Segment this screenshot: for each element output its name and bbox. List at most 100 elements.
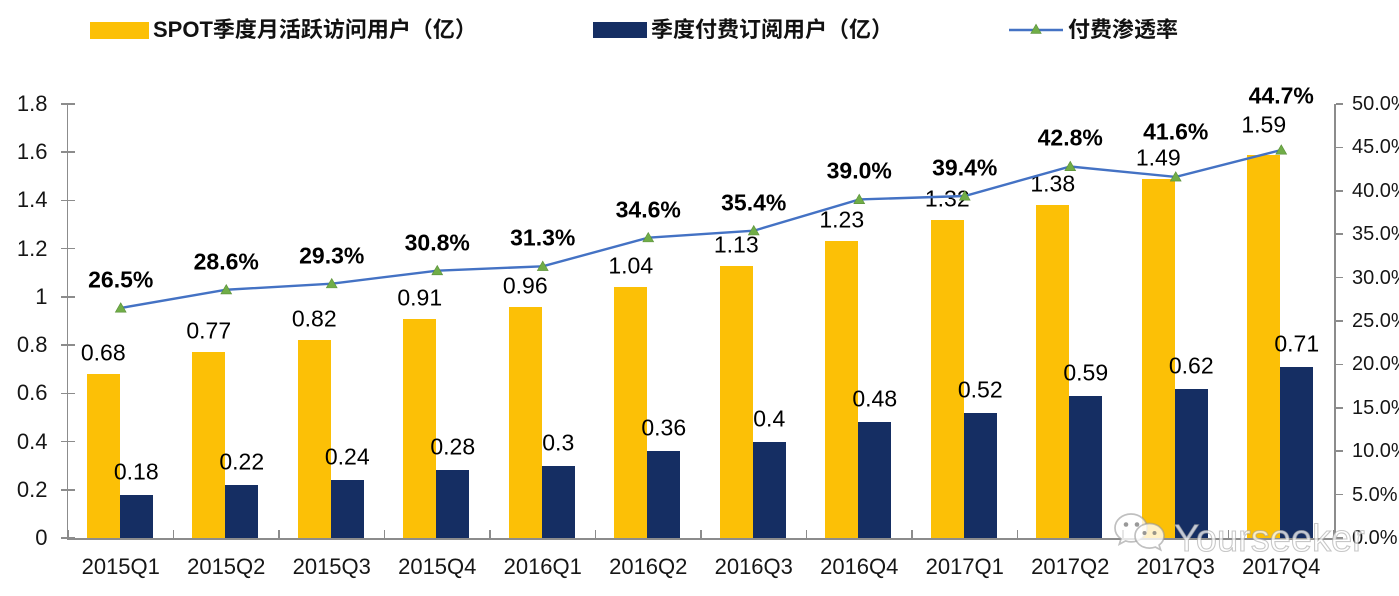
bar-label-subscribers: 0.71 [1274, 330, 1320, 357]
y-axis-right [1334, 104, 1336, 540]
penetration-label: 35.4% [721, 189, 787, 216]
y-axis-left-tick [61, 489, 75, 491]
bar-label-mau: 1.49 [1135, 144, 1181, 171]
bar-subscribers [752, 441, 786, 538]
x-axis-category-label: 2017Q2 [1031, 554, 1110, 579]
bar-label-mau: 1.23 [819, 206, 865, 233]
wechat-icon [1114, 513, 1165, 552]
y-axis-left [66, 104, 68, 540]
penetration-marker [642, 231, 655, 243]
legend-line-marker [1009, 23, 1063, 34]
x-axis-tick [278, 530, 280, 538]
y-axis-right-tick [1335, 537, 1343, 539]
y-axis-right-tick [1335, 146, 1343, 149]
bar-label-subscribers: 0.59 [1063, 359, 1109, 386]
bar-mau [614, 287, 648, 538]
bar-subscribers [1174, 388, 1208, 538]
y-axis-right-label: 40.0% [1352, 179, 1399, 202]
y-axis-left-tick [61, 344, 75, 346]
bar-subscribers [119, 494, 153, 538]
y-axis-left-tick [61, 537, 75, 539]
bar-mau [86, 374, 120, 538]
y-axis-left-label: 0.8 [16, 332, 48, 358]
bar-subscribers [858, 422, 892, 538]
bar-subscribers [225, 484, 259, 538]
y-axis-right-tick [1335, 320, 1343, 322]
y-axis-right-tick [1335, 276, 1343, 279]
bar-label-mau: 1.59 [1241, 111, 1287, 138]
legend-swatch-subscribers [593, 22, 647, 38]
penetration-marker [536, 260, 549, 271]
y-axis-right-tick [1335, 493, 1343, 496]
bar-subscribers [1069, 395, 1103, 538]
bar-label-subscribers: 0.18 [113, 458, 159, 485]
bar-label-subscribers: 0.3 [542, 429, 575, 456]
y-axis-left-tick [61, 296, 75, 298]
y-axis-right-tick [1335, 450, 1343, 452]
legend-item-subscribers: 季度付费订阅用户（亿） [593, 19, 893, 41]
y-axis-right-label: 5.0% [1352, 483, 1398, 506]
y-axis-right-tick [1335, 407, 1343, 409]
bar-label-mau: 0.82 [291, 305, 337, 332]
bar-subscribers [647, 451, 681, 538]
x-axis-tick [700, 530, 702, 538]
bar-label-mau: 0.91 [397, 284, 443, 311]
x-axis-tick [805, 530, 808, 538]
y-axis-left-label: 1.8 [16, 91, 48, 116]
bar-mau [719, 265, 753, 538]
y-axis-right-tick [1335, 190, 1343, 192]
y-axis-left-label: 1.4 [16, 187, 48, 213]
bar-label-subscribers: 0.48 [852, 385, 898, 412]
y-axis-left-tick [61, 151, 75, 153]
x-axis-category-label: 2017Q1 [925, 554, 1004, 579]
y-axis-left-tick [61, 392, 75, 395]
bar-subscribers [436, 470, 470, 538]
bar-label-subscribers: 0.22 [219, 448, 265, 475]
x-axis-category-label: 2015Q1 [81, 554, 160, 579]
x-axis-category-label: 2015Q4 [398, 554, 477, 579]
penetration-label: 44.7% [1248, 82, 1314, 109]
x-axis [66, 538, 1343, 540]
penetration-marker [853, 193, 866, 204]
bar-label-mau: 0.77 [186, 317, 232, 344]
x-axis-tick [1333, 530, 1335, 538]
bar-label-mau: 0.68 [80, 339, 126, 366]
bar-subscribers [541, 465, 575, 538]
y-axis-right-label: 0.0% [1352, 527, 1398, 549]
y-axis-right-label: 10.0% [1352, 440, 1399, 463]
x-axis-tick [489, 530, 491, 538]
penetration-label: 30.8% [404, 229, 470, 256]
bar-label-subscribers: 0.24 [324, 443, 370, 470]
penetration-label: 39.4% [932, 154, 998, 181]
x-axis-category-label: 2015Q3 [292, 554, 371, 579]
bar-mau [403, 318, 437, 538]
y-axis-right-label: 30.0% [1352, 266, 1399, 289]
x-axis-tick [172, 530, 175, 538]
x-axis-category-label: 2016Q2 [609, 554, 688, 579]
penetration-label: 29.3% [299, 242, 365, 269]
penetration-label: 26.5% [88, 266, 154, 293]
legend-item-penetration: 付费渗透率 [1008, 19, 1178, 41]
legend-label-mau: SPOT季度月活跃访问用户（亿） [153, 17, 477, 42]
watermark-text: Yourseeker [1173, 518, 1365, 560]
y-axis-right-tick [1335, 363, 1343, 366]
legend-item-mau: SPOT季度月活跃访问用户（亿） [90, 19, 477, 41]
legend-label-subscribers: 季度付费订阅用户（亿） [651, 17, 894, 42]
y-axis-right-tick [1335, 233, 1343, 235]
y-axis-left-label: 1 [35, 283, 48, 309]
penetration-marker [431, 264, 444, 276]
penetration-marker [1275, 144, 1288, 155]
penetration-line [120, 148, 1282, 310]
legend-swatch-mau [90, 21, 149, 39]
y-axis-left-label: 0.6 [16, 380, 48, 406]
x-axis-tick [911, 530, 913, 538]
penetration-label: 41.6% [1143, 118, 1209, 145]
bar-mau [192, 352, 226, 538]
y-axis-right-label: 45.0% [1352, 136, 1399, 159]
bar-label-subscribers: 0.4 [753, 405, 786, 432]
y-axis-left-label: 0 [35, 525, 48, 550]
bar-label-mau: 1.38 [1030, 170, 1076, 197]
watermark: Yourseeker [1110, 509, 1365, 559]
penetration-label: 42.8% [1037, 124, 1103, 151]
